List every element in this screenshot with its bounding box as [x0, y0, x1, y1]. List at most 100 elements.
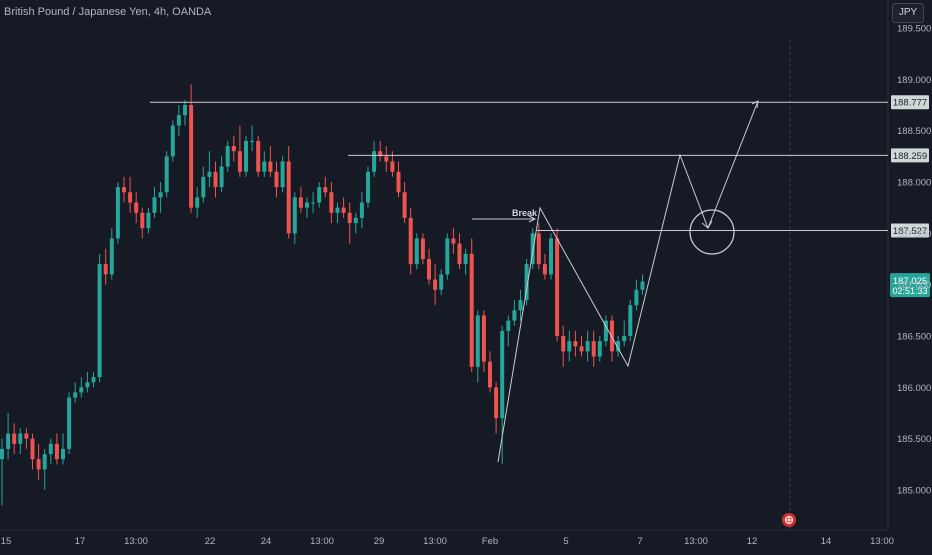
- candle-body: [616, 341, 621, 352]
- y-tick-label: 188.000: [897, 178, 931, 189]
- candle: [512, 300, 517, 326]
- candle: [530, 228, 535, 270]
- time-axis[interactable]: 15 17 13:00 22 24 13:00 29 13:00 Feb 5 7 13:00 12 14 1…: [1, 536, 894, 547]
- candle: [640, 274, 645, 295]
- y-tick-label: 189.500: [897, 24, 931, 35]
- price-axis[interactable]: 185.000 185.500 186.000 186.500 187.000 187.5…: [897, 24, 931, 497]
- candle-body: [567, 341, 572, 352]
- candle: [201, 166, 206, 203]
- candle-body: [439, 274, 444, 290]
- candle: [616, 336, 621, 357]
- candle: [433, 264, 438, 306]
- candle: [634, 279, 639, 311]
- x-tick-label: Feb: [482, 536, 498, 547]
- candle: [603, 315, 608, 347]
- y-tick-label: 187.500: [897, 229, 931, 240]
- candle: [628, 300, 633, 342]
- x-tick-label: 13:00: [310, 536, 334, 547]
- candle-body: [366, 171, 370, 203]
- candle-body: [225, 146, 230, 167]
- candle-body: [329, 192, 334, 213]
- x-tick-label: 12: [747, 536, 758, 547]
- candle-body: [12, 433, 17, 444]
- candle-body: [286, 161, 291, 234]
- candle: [6, 413, 11, 460]
- candle: [317, 182, 322, 208]
- candle-body: [628, 305, 633, 336]
- candle-body: [512, 310, 517, 321]
- candle: [219, 156, 224, 193]
- candle: [237, 125, 242, 177]
- candle-body: [372, 151, 377, 172]
- candle: [79, 377, 84, 398]
- candle: [152, 187, 157, 218]
- candle-body: [378, 151, 383, 157]
- candle-body: [433, 279, 438, 290]
- candle: [195, 187, 200, 218]
- candle-body: [353, 217, 358, 224]
- level-price-badge: [891, 148, 929, 163]
- candle: [286, 146, 291, 239]
- break-label: Break: [512, 208, 538, 218]
- candle: [451, 228, 456, 254]
- candle-body: [189, 105, 194, 208]
- candle-body: [18, 433, 23, 444]
- retest-circle: [689, 209, 735, 255]
- candle: [140, 207, 145, 239]
- candle-body: [195, 197, 200, 208]
- level-price-badge: [891, 223, 929, 238]
- candle-body: [549, 238, 553, 275]
- y-tick-label: 186.500: [897, 332, 931, 343]
- candle: [213, 161, 218, 198]
- candle: [305, 197, 309, 218]
- candle: [176, 105, 181, 136]
- candle-body: [640, 281, 645, 290]
- candle-body: [6, 433, 11, 449]
- candle: [408, 207, 413, 275]
- candle-body: [250, 140, 255, 142]
- currency-badge[interactable]: JPY: [892, 3, 924, 23]
- candle: [103, 248, 108, 285]
- candle-body: [445, 238, 450, 275]
- candle: [585, 330, 590, 362]
- candle: [591, 330, 596, 367]
- candle: [109, 228, 114, 280]
- candle: [146, 207, 151, 234]
- candle-body: [317, 187, 322, 203]
- candle-body: [500, 330, 505, 419]
- candle-body: [128, 192, 133, 203]
- break-arrowhead: [528, 215, 537, 223]
- candle-body: [152, 197, 157, 213]
- candle: [30, 433, 35, 470]
- y-tick-label: 188.500: [897, 126, 931, 137]
- candle: [292, 192, 297, 244]
- candle: [280, 156, 285, 193]
- current-price-label: 187.025: [893, 276, 927, 287]
- symbol-title[interactable]: British Pound / Japanese Yen, 4h, OANDA: [4, 6, 212, 18]
- current-price-badge: [890, 273, 930, 298]
- x-tick-label: 24: [261, 536, 272, 547]
- candle: [500, 325, 505, 465]
- candle-body: [396, 171, 401, 193]
- candle-body: [469, 253, 474, 367]
- y-tick-label: 185.500: [897, 434, 931, 445]
- candle: [341, 197, 346, 218]
- candle: [427, 248, 431, 285]
- candle: [329, 182, 334, 224]
- candle-body: [170, 125, 175, 157]
- candle: [524, 259, 529, 306]
- projection-arrowhead: [701, 220, 713, 229]
- candle-body: [481, 315, 486, 362]
- projection-path: [497, 100, 759, 463]
- candles-group: [0, 84, 645, 506]
- replay-icon[interactable]: [782, 513, 796, 527]
- candle-body: [305, 202, 309, 208]
- x-tick-label: 5: [563, 536, 568, 547]
- candle: [0, 438, 4, 506]
- candle: [134, 192, 139, 224]
- candle: [463, 248, 468, 275]
- candle-body: [91, 377, 96, 383]
